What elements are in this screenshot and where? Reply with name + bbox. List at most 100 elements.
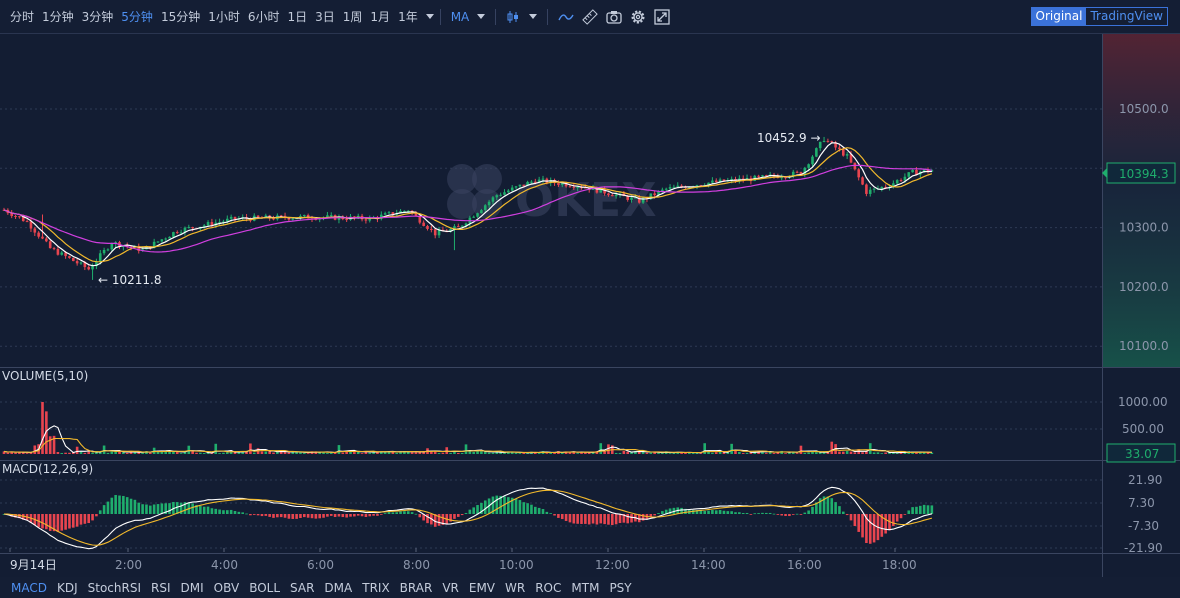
volume-bar — [795, 453, 799, 454]
macd-histogram-bar — [564, 514, 568, 521]
macd-histogram-bar — [714, 510, 718, 514]
candle-body — [187, 227, 191, 229]
volume-bar — [14, 452, 17, 454]
indicator-tab-rsi[interactable]: RSI — [151, 580, 171, 595]
volume-bar — [6, 452, 10, 454]
volume-bar — [422, 451, 425, 454]
volume-bar — [41, 402, 44, 454]
candle-type-icon — [507, 10, 519, 23]
indicator-tab-wr[interactable]: WR — [505, 580, 526, 595]
indicator-tab-kdj[interactable]: KDJ — [56, 580, 78, 595]
original-view-button[interactable]: Original — [1031, 8, 1087, 25]
volume-bar — [607, 444, 610, 454]
candlestick-series — [2, 136, 934, 280]
candle-body — [791, 171, 795, 177]
volume-bar — [318, 452, 321, 454]
timeframe-9[interactable]: 1周 — [342, 10, 363, 24]
macd-histogram-bar — [842, 511, 845, 514]
macd-histogram-bar — [915, 506, 918, 514]
macd-histogram-bar — [141, 504, 144, 514]
indicator-tab-psy[interactable]: PSY — [609, 580, 632, 595]
indicator-dropdown[interactable]: MA — [451, 10, 486, 24]
macd-histogram-bar — [237, 511, 241, 514]
macd-histogram-bar — [226, 510, 229, 514]
timeframe-more-dropdown[interactable] — [425, 14, 434, 19]
macd-histogram-bar — [599, 514, 603, 524]
screenshot-button[interactable] — [606, 10, 622, 24]
candle-body — [491, 197, 495, 202]
candle-body — [95, 261, 98, 267]
macd-histogram-bar — [761, 512, 764, 514]
macd-histogram-bar — [865, 514, 868, 544]
timeframe-1[interactable]: 1分钟 — [42, 10, 74, 24]
ruler-button[interactable] — [582, 8, 599, 25]
indicator-tab-vr[interactable]: VR — [442, 580, 459, 595]
candle-body — [256, 215, 260, 218]
indicator-tab-dmi[interactable]: DMI — [180, 580, 204, 595]
candle-body — [568, 186, 572, 188]
volume-bar — [125, 452, 129, 454]
volume-bar — [98, 451, 102, 454]
candle-body — [206, 222, 210, 226]
timeframe-7[interactable]: 1日 — [287, 10, 308, 24]
time-axis-label: 9月14日 — [10, 558, 57, 572]
indicator-tab-boll[interactable]: BOLL — [249, 580, 281, 595]
macd-histogram-bar — [125, 497, 129, 514]
timeframe-11[interactable]: 1年 — [398, 10, 418, 24]
volume-bar — [580, 452, 583, 454]
macd-histogram-bar — [75, 514, 79, 527]
candle-body — [272, 218, 275, 220]
volume-bar — [210, 453, 214, 454]
time-axis-label: 4:00 — [211, 558, 238, 572]
volume-bar — [734, 450, 737, 454]
tradingview-view-button[interactable]: TradingView — [1090, 9, 1163, 23]
volume-bar — [718, 451, 722, 454]
macd-histogram-bar — [376, 514, 379, 516]
watermark-circle — [447, 189, 477, 219]
volume-bar — [25, 453, 29, 454]
camera-icon — [606, 10, 622, 24]
volume-bar — [892, 452, 895, 454]
timeframe-2[interactable]: 3分钟 — [81, 10, 114, 24]
timeframe-4[interactable]: 15分钟 — [160, 10, 201, 24]
indicator-tab-sar[interactable]: SAR — [290, 580, 315, 595]
kline-chart[interactable]: OKEX 10500.0 10300.0 10200.0 10100.0 10394.3… — [0, 34, 1180, 577]
settings-button[interactable] — [630, 9, 646, 25]
candle-body — [765, 175, 768, 177]
volume-bar — [360, 453, 364, 454]
timeframe-0[interactable]: 分时 — [10, 10, 35, 24]
macd-histogram-bar — [472, 507, 475, 514]
volume-bar — [353, 452, 356, 454]
indicator-tab-roc[interactable]: ROC — [535, 580, 562, 595]
indicator-tab-trix[interactable]: TRIX — [362, 580, 390, 595]
drawing-line-button[interactable] — [558, 11, 574, 23]
timeframe-5[interactable]: 1小时 — [208, 10, 240, 24]
candle-body — [722, 179, 726, 182]
timeframe-10[interactable]: 1月 — [370, 10, 391, 24]
fullscreen-button[interactable] — [654, 8, 670, 25]
indicator-tab-macd[interactable]: MACD — [11, 580, 47, 595]
timeframe-3[interactable]: 5分钟 — [121, 10, 153, 24]
macd-histogram-bar — [630, 514, 633, 523]
indicator-tab-brar[interactable]: BRAR — [399, 580, 433, 595]
volume-bar — [206, 452, 210, 454]
volume-bar — [60, 452, 64, 454]
macd-histogram — [2, 486, 934, 550]
indicator-tab-obv[interactable]: OBV — [213, 580, 240, 595]
volume-bar — [772, 453, 776, 454]
volume-panel-title: VOLUME(5,10) — [2, 369, 88, 383]
volume-bar — [842, 451, 845, 454]
macd-axis-tick: 21.90 — [1128, 473, 1162, 487]
ma30-line — [3, 164, 933, 253]
macd-histogram-bar — [395, 512, 398, 514]
indicator-tab-emv[interactable]: EMV — [468, 580, 496, 595]
macd-histogram-bar — [664, 509, 668, 514]
candle-type-button[interactable] — [506, 10, 538, 24]
indicator-tab-stochrsi[interactable]: StochRSI — [87, 580, 142, 595]
timeframe-8[interactable]: 3日 — [315, 10, 335, 24]
candle-body — [634, 197, 637, 199]
timeframe-6[interactable]: 6小时 — [247, 10, 280, 24]
volume-bar — [356, 450, 360, 454]
indicator-tab-mtm[interactable]: MTM — [571, 580, 600, 595]
indicator-tab-dma[interactable]: DMA — [324, 580, 353, 595]
